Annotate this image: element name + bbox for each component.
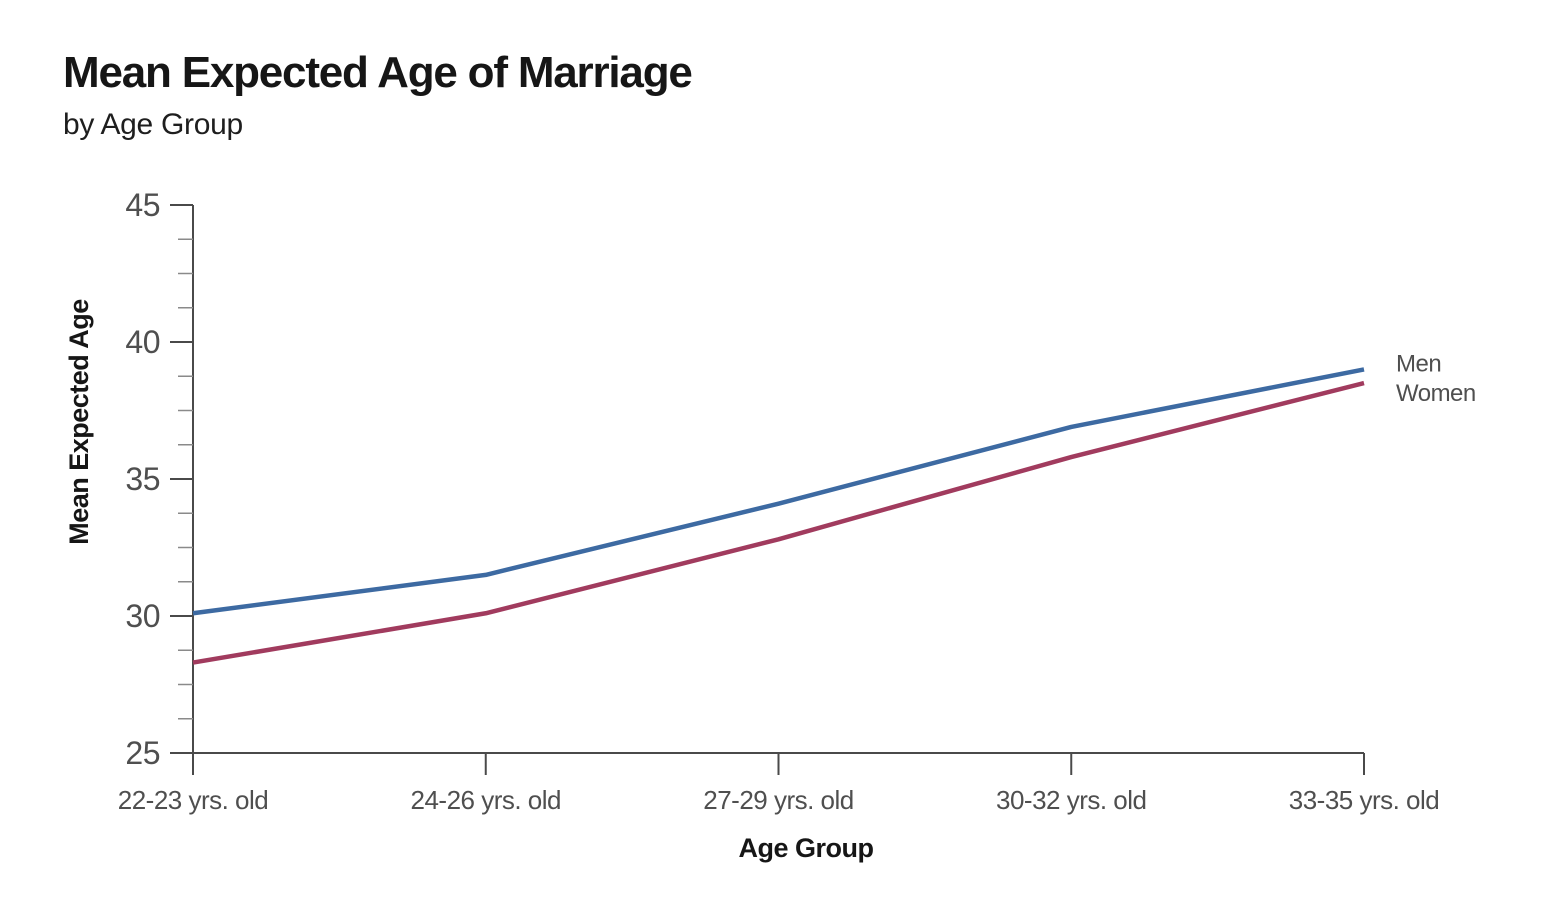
y-axis-title: Mean Expected Age bbox=[64, 299, 94, 545]
x-axis-title: Age Group bbox=[739, 833, 874, 863]
x-tick-label: 30-32 yrs. old bbox=[996, 785, 1147, 815]
y-tick-label: 40 bbox=[125, 324, 160, 360]
x-tick-label: 33-35 yrs. old bbox=[1289, 785, 1440, 815]
y-tick-label: 35 bbox=[125, 461, 160, 497]
men-line bbox=[192, 367, 1365, 616]
legend-label-women: Women bbox=[1396, 380, 1476, 407]
women-line bbox=[192, 380, 1365, 665]
x-tick-label: 22-23 yrs. old bbox=[118, 785, 269, 815]
y-tick-label: 25 bbox=[125, 735, 160, 771]
x-tick-label: 27-29 yrs. old bbox=[703, 785, 854, 815]
y-tick-label: 45 bbox=[125, 187, 160, 223]
chart-subtitle: by Age Group bbox=[63, 108, 243, 141]
x-tick-label: 24-26 yrs. old bbox=[410, 785, 561, 815]
chart-title: Mean Expected Age of Marriage bbox=[63, 48, 693, 97]
legend-label-men: Men bbox=[1396, 350, 1441, 377]
y-tick-label: 30 bbox=[125, 598, 160, 634]
